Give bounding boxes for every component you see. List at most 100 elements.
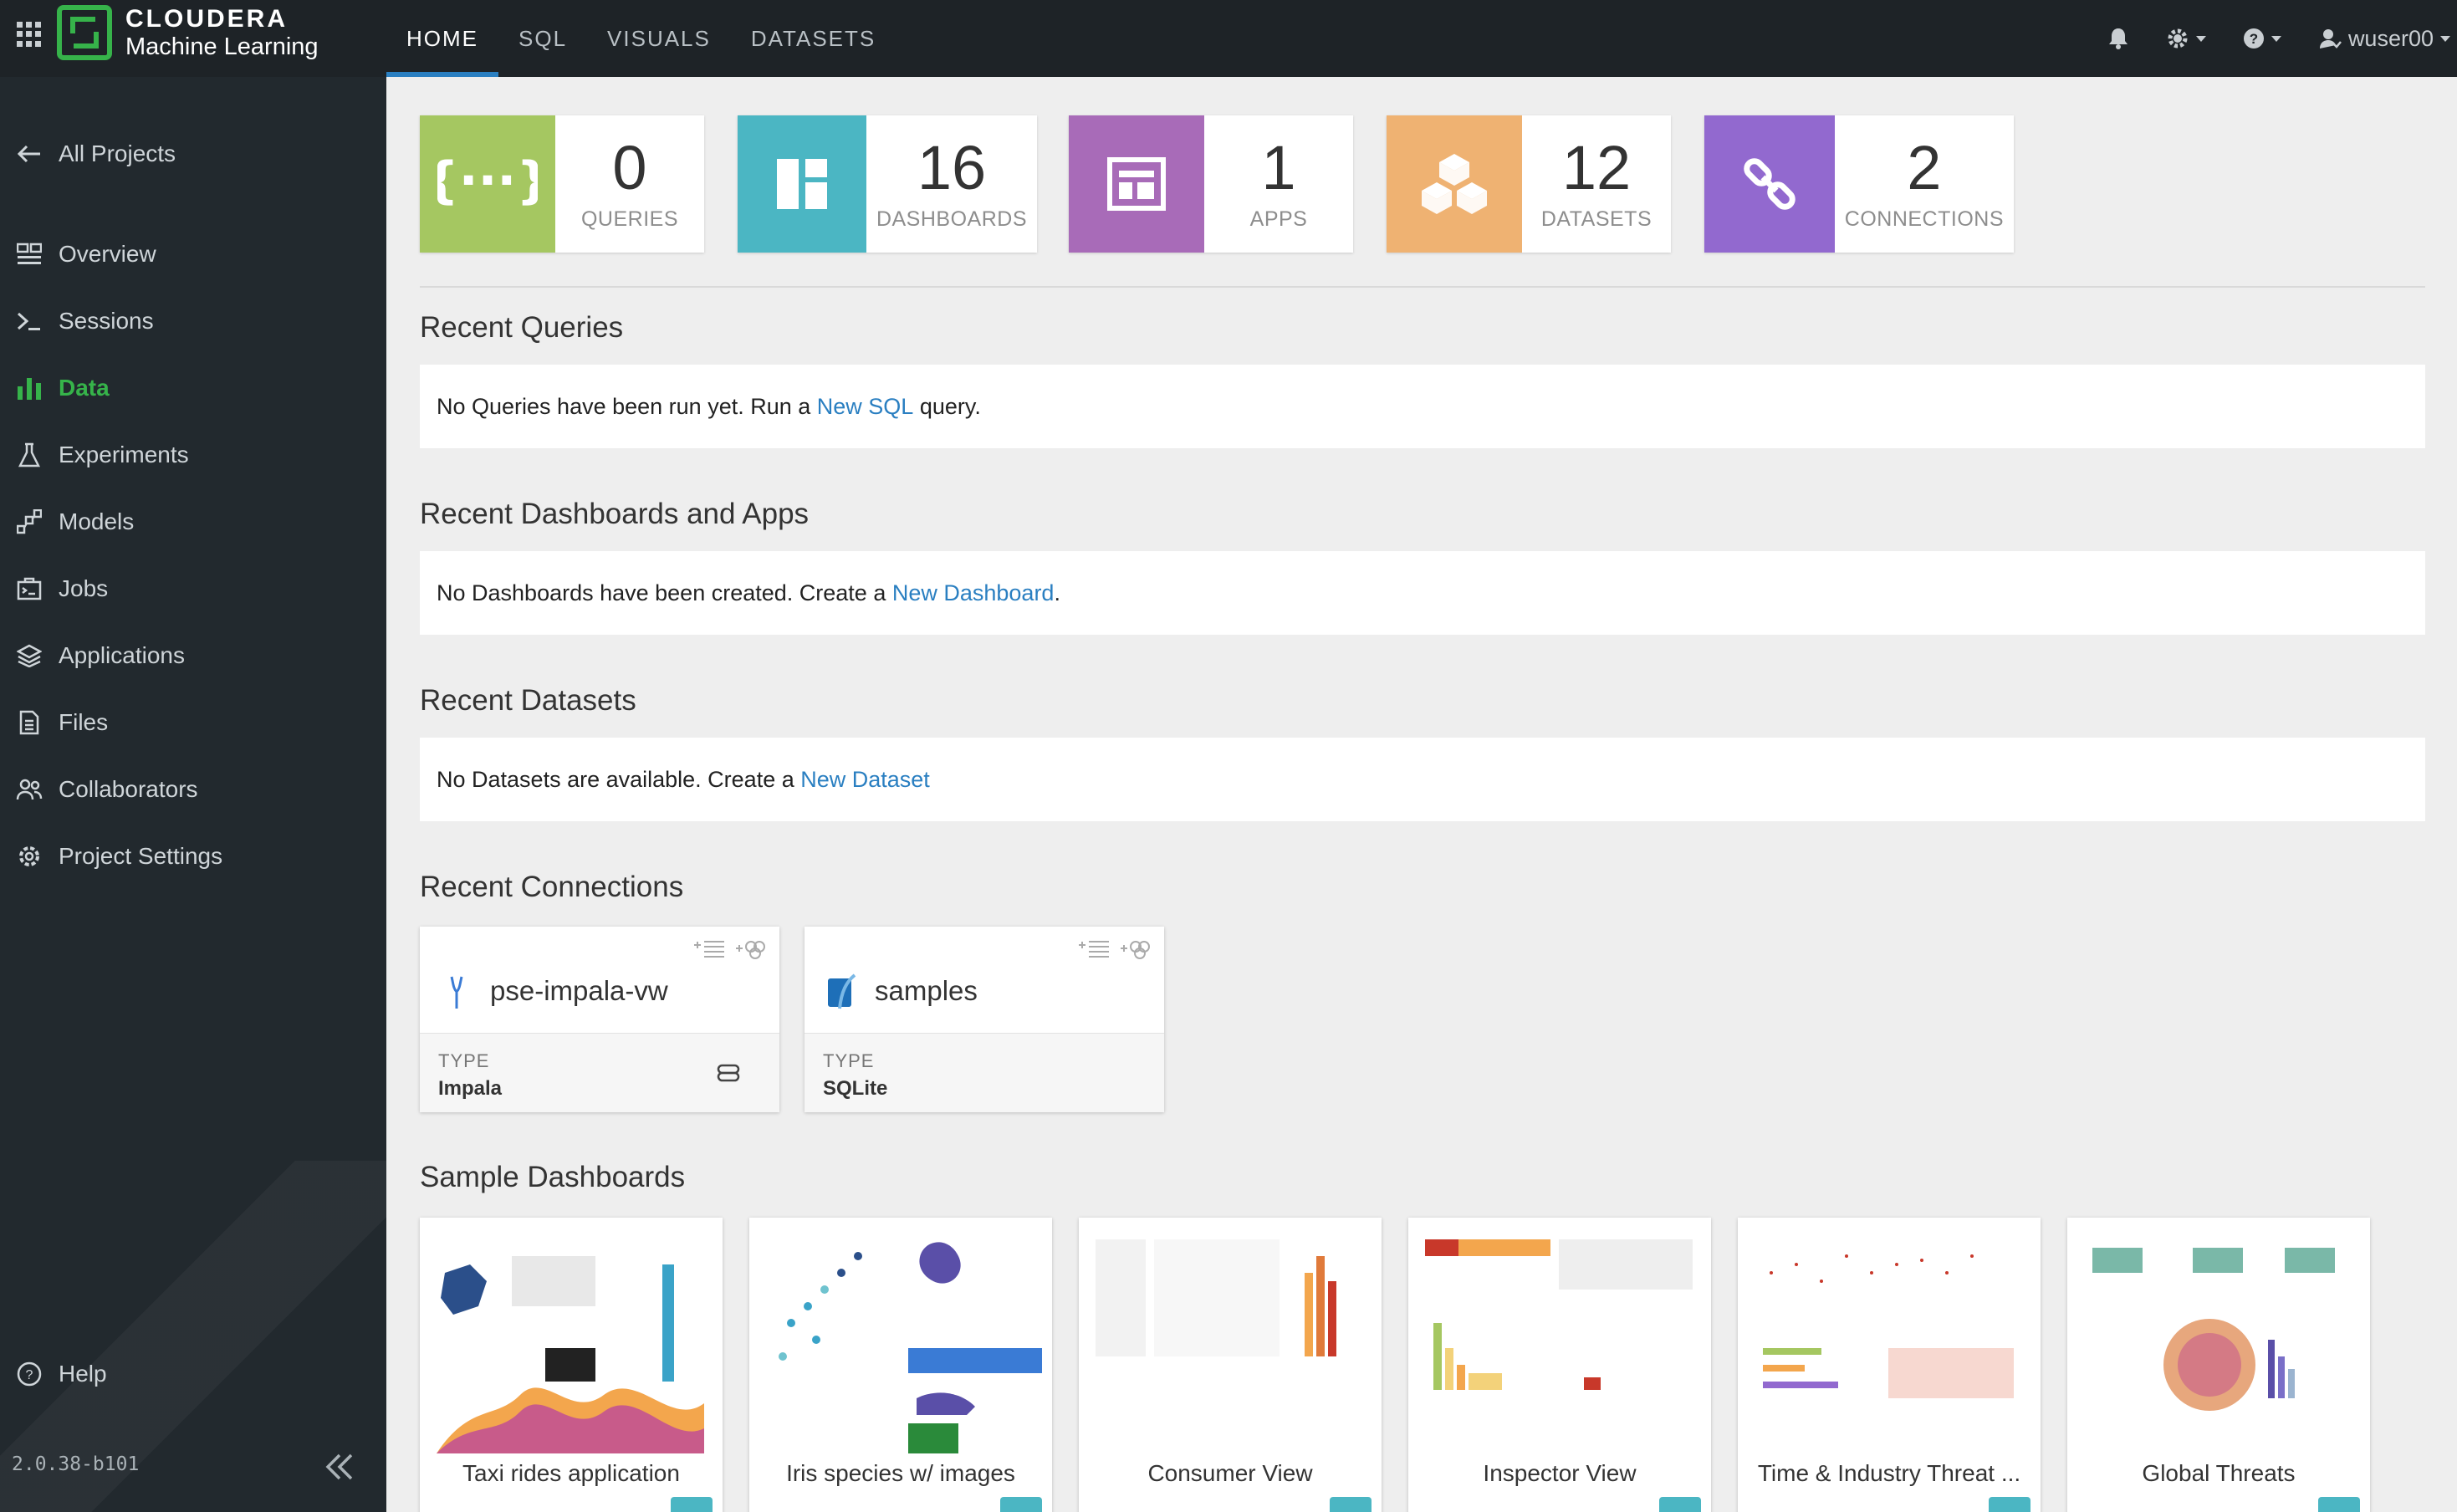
all-projects-label: All Projects bbox=[59, 140, 176, 166]
flask-icon bbox=[15, 441, 43, 469]
sidebar-item-jobs[interactable]: Jobs bbox=[0, 565, 386, 612]
sidebar-item-experiments[interactable]: Experiments bbox=[0, 432, 386, 478]
sidebar-item-files[interactable]: Files bbox=[0, 699, 386, 746]
sidebar-item-overview[interactable]: Overview bbox=[0, 231, 386, 278]
chevron-down-icon bbox=[2195, 35, 2206, 42]
connection-card[interactable]: samples TYPE SQLite bbox=[805, 927, 1164, 1112]
user-menu-button[interactable]: wuser00 bbox=[2318, 26, 2450, 52]
sidebar-item-label: Experiments bbox=[59, 442, 189, 467]
stat-card-dashboards[interactable]: 16 DASHBOARDS bbox=[738, 115, 1037, 253]
sidebar-item-label: Sessions bbox=[59, 308, 154, 334]
section-title-connections: Recent Connections bbox=[420, 871, 684, 903]
stat-card-apps[interactable]: 1 APPS bbox=[1069, 115, 1353, 253]
new-dashboard-link[interactable]: New Dashboard bbox=[891, 580, 1055, 605]
connection-card[interactable]: pse-impala-vw TYPE Impala bbox=[420, 927, 779, 1112]
sidebar-help-link[interactable]: ? Help bbox=[0, 1351, 386, 1397]
link-icon bbox=[1704, 115, 1835, 253]
tab-sql[interactable]: SQL bbox=[518, 25, 568, 51]
sample-dashboard-card[interactable]: Global Threats bbox=[2067, 1218, 2370, 1512]
dashboard-icon bbox=[1659, 1497, 1701, 1512]
all-projects-link[interactable]: All Projects bbox=[0, 130, 386, 177]
tab-home[interactable]: HOME bbox=[386, 0, 498, 77]
help-circle-icon: ? bbox=[15, 1360, 43, 1388]
stat-card-queries[interactable]: {···} 0 QUERIES bbox=[420, 115, 704, 253]
notifications-button[interactable] bbox=[2107, 27, 2129, 50]
type-label: TYPE bbox=[823, 1050, 875, 1071]
top-bar: CLOUDERA Machine Learning HOME SQL VISUA… bbox=[0, 0, 2457, 77]
main-content: {···} 0 QUERIES 16 DASHBOARDS 1 APPS 12 bbox=[386, 77, 2457, 1512]
stat-label: CONNECTIONS bbox=[1844, 207, 2004, 231]
stat-value: 0 bbox=[612, 132, 647, 202]
user-icon bbox=[2319, 29, 2342, 49]
divider bbox=[420, 286, 2425, 288]
dashboard-name: Consumer View bbox=[1147, 1460, 1313, 1486]
dashboard-thumbnail bbox=[1417, 1223, 1703, 1453]
collapse-sidebar-button[interactable] bbox=[323, 1450, 356, 1484]
connection-link-icon[interactable] bbox=[716, 1060, 741, 1085]
sample-dashboard-card[interactable]: Iris species w/ images bbox=[749, 1218, 1052, 1512]
cloudera-logo[interactable] bbox=[57, 5, 112, 60]
sidebar-item-applications[interactable]: Applications bbox=[0, 632, 386, 679]
sample-dashboard-card[interactable]: Time & Industry Threat ... bbox=[1738, 1218, 2041, 1512]
section-title-samples: Sample Dashboards bbox=[420, 1161, 686, 1193]
tab-datasets[interactable]: DATASETS bbox=[750, 25, 876, 51]
stat-card-connections[interactable]: 2 CONNECTIONS bbox=[1704, 115, 2014, 253]
dashboard-name: Global Threats bbox=[2142, 1460, 2296, 1486]
dashboard-thumbnail bbox=[2076, 1223, 2362, 1453]
jobs-icon bbox=[15, 575, 43, 603]
section-title-datasets: Recent Datasets bbox=[420, 684, 636, 717]
stat-value: 12 bbox=[1561, 132, 1632, 202]
stat-value: 1 bbox=[1261, 132, 1296, 202]
add-list-icon[interactable] bbox=[1077, 938, 1111, 960]
svg-text:?: ? bbox=[2250, 31, 2258, 47]
sample-dashboard-card[interactable]: Consumer View bbox=[1079, 1218, 1382, 1512]
dashboard-icon bbox=[1000, 1497, 1042, 1512]
brand-name: CLOUDERA bbox=[125, 5, 288, 33]
empty-message: No Queries have been run yet. Run a bbox=[437, 393, 817, 419]
top-right-controls: ? wuser00 bbox=[2107, 0, 2457, 77]
arrow-left-icon bbox=[15, 140, 43, 168]
models-icon bbox=[15, 508, 43, 536]
dashboard-name: Iris species w/ images bbox=[786, 1460, 1015, 1486]
sample-dashboard-card[interactable]: Taxi rides application bbox=[420, 1218, 723, 1512]
help-label: Help bbox=[59, 1361, 107, 1387]
sidebar-item-data[interactable]: Data bbox=[0, 365, 386, 411]
app-switcher-icon[interactable] bbox=[17, 22, 42, 47]
sidebar-item-sessions[interactable]: Sessions bbox=[0, 298, 386, 345]
chevron-down-icon bbox=[2271, 35, 2281, 42]
stat-label: DATASETS bbox=[1540, 207, 1652, 231]
new-sql-link[interactable]: New SQL bbox=[816, 393, 914, 419]
add-list-icon[interactable] bbox=[692, 938, 726, 960]
dashboard-icon bbox=[738, 115, 866, 253]
sidebar-item-label: Applications bbox=[59, 642, 185, 668]
empty-message-end: . bbox=[1054, 580, 1060, 605]
new-dataset-link[interactable]: New Dataset bbox=[800, 766, 930, 792]
sqlite-icon bbox=[825, 973, 858, 1010]
terminal-icon bbox=[15, 307, 43, 335]
sidebar-item-label: Collaborators bbox=[59, 776, 198, 802]
product-name: Machine Learning bbox=[125, 33, 319, 60]
settings-menu-button[interactable] bbox=[2166, 27, 2206, 50]
stat-label: QUERIES bbox=[580, 207, 679, 231]
app-icon bbox=[1069, 115, 1204, 253]
help-menu-button[interactable]: ? bbox=[2243, 28, 2281, 49]
sidebar-item-models[interactable]: Models bbox=[0, 498, 386, 545]
stat-label: DASHBOARDS bbox=[876, 207, 1027, 231]
stat-value: 16 bbox=[917, 132, 987, 202]
add-dataset-icon[interactable] bbox=[1119, 938, 1152, 960]
empty-message-end: query. bbox=[913, 393, 981, 419]
dashboard-name: Taxi rides application bbox=[462, 1460, 680, 1486]
tab-visuals[interactable]: VISUALS bbox=[607, 25, 711, 51]
sidebar-item-collaborators[interactable]: Collaborators bbox=[0, 766, 386, 813]
sidebar-item-project-settings[interactable]: Project Settings bbox=[0, 833, 386, 880]
stat-card-datasets[interactable]: 12 DATASETS bbox=[1387, 115, 1671, 253]
file-icon bbox=[15, 708, 43, 737]
version-label: 2.0.38-b101 bbox=[12, 1453, 140, 1475]
sample-dashboard-card[interactable]: Inspector View bbox=[1408, 1218, 1711, 1512]
dashboard-name: Time & Industry Threat ... bbox=[1757, 1460, 2021, 1486]
add-dataset-icon[interactable] bbox=[734, 938, 768, 960]
connection-name: samples bbox=[875, 975, 978, 1006]
dashboard-thumbnail bbox=[428, 1223, 714, 1453]
impala-icon bbox=[440, 973, 473, 1010]
dashboard-icon bbox=[1330, 1497, 1372, 1512]
